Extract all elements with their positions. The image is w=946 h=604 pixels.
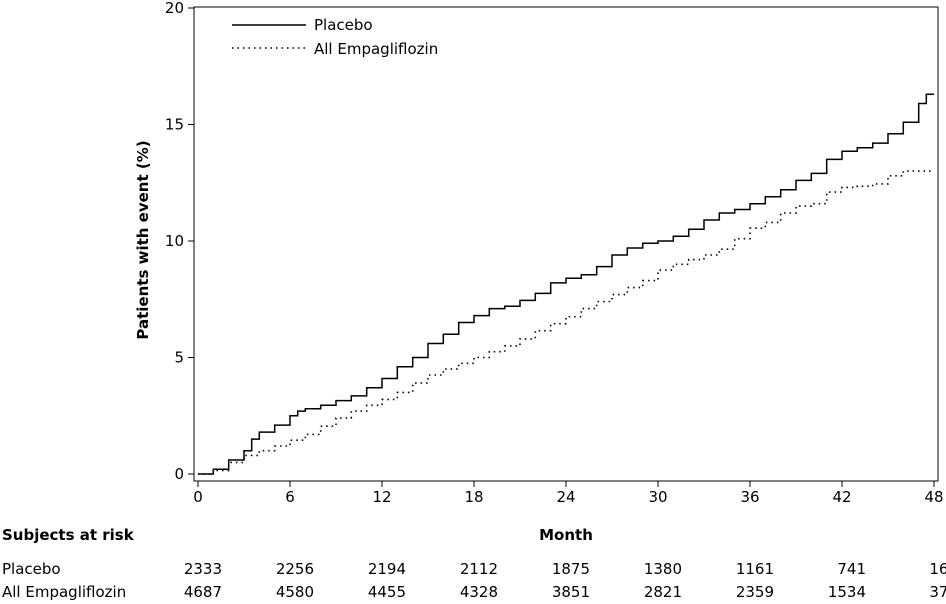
x-tick-label: 42 (832, 488, 851, 506)
risk-cell: 1161 (736, 560, 774, 578)
legend: Placebo All Empagliflozin (232, 16, 438, 58)
x-tick-label: 12 (372, 488, 391, 506)
legend-label-empagliflozin: All Empagliflozin (314, 40, 438, 58)
risk-cell: 4580 (276, 583, 314, 601)
risk-cell: 2112 (460, 560, 498, 578)
risk-cell: 4455 (368, 583, 406, 601)
risk-cell: 1875 (552, 560, 590, 578)
risk-table-header: Subjects at risk (2, 526, 135, 544)
risk-cell: 3851 (552, 583, 590, 601)
x-tick-label: 24 (556, 488, 575, 506)
y-axis-title: Patients with event (%) (134, 140, 152, 339)
x-tick-label: 30 (648, 488, 667, 506)
risk-cell: 1380 (644, 560, 682, 578)
risk-cell: 4328 (460, 583, 498, 601)
y-tick-label: 20 (165, 0, 184, 17)
risk-cell: 2359 (736, 583, 774, 601)
risk-cell: 370 (929, 583, 946, 601)
risk-cell: 741 (837, 560, 866, 578)
risk-cell: 2333 (184, 560, 222, 578)
series-line-placebo (198, 93, 934, 475)
risk-row-label-empagliflozin: All Empagliflozin (2, 583, 126, 601)
x-tick-label: 0 (193, 488, 203, 506)
risk-cell: 2194 (368, 560, 406, 578)
y-tick-label: 5 (174, 349, 184, 367)
x-axis: 0 6 12 18 24 30 36 42 48 (193, 481, 944, 506)
y-tick-label: 10 (165, 232, 184, 250)
legend-label-placebo: Placebo (314, 16, 373, 34)
risk-table: Subjects at risk Placebo All Empaglifloz… (2, 526, 946, 601)
y-axis: 0 5 10 15 20 (165, 0, 194, 483)
x-tick-label: 18 (464, 488, 483, 506)
y-tick-label: 0 (174, 465, 184, 483)
risk-cell: 2821 (644, 583, 682, 601)
series-line-empagliflozin (198, 170, 934, 475)
x-tick-label: 6 (285, 488, 295, 506)
x-tick-label: 48 (924, 488, 943, 506)
x-tick-label: 36 (740, 488, 759, 506)
risk-cell: 2256 (276, 560, 314, 578)
risk-cell: 4687 (184, 583, 222, 601)
risk-cell: 1534 (828, 583, 866, 601)
x-axis-title: Month (539, 526, 593, 544)
risk-row-label-placebo: Placebo (2, 560, 61, 578)
y-tick-label: 15 (165, 116, 184, 134)
series-layer (198, 93, 934, 475)
risk-cell: 166 (929, 560, 946, 578)
